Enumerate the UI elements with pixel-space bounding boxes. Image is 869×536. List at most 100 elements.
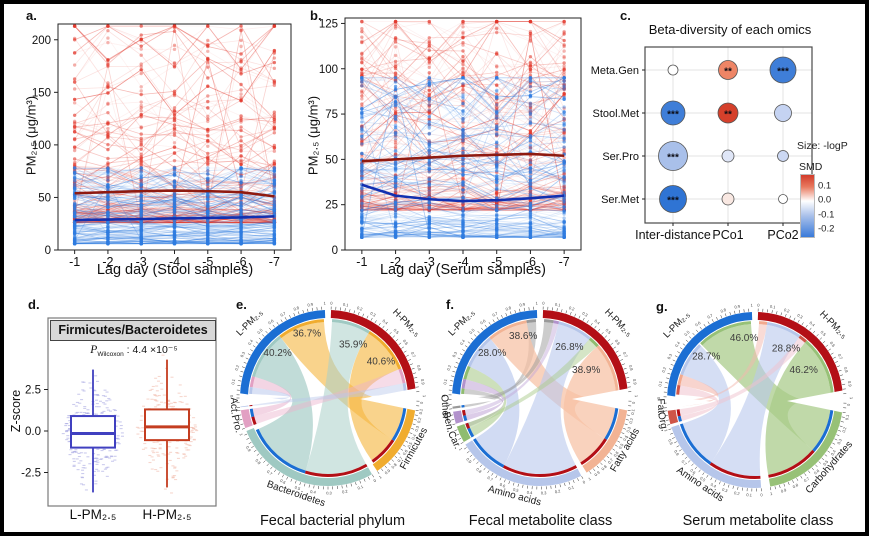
svg-text:0.2: 0.2	[446, 364, 453, 372]
svg-text:0: 0	[419, 401, 424, 404]
svg-text:50: 50	[325, 154, 338, 166]
svg-text:0.9: 0.9	[384, 468, 392, 476]
svg-text:0.6: 0.6	[829, 341, 837, 349]
svg-text:PCo1: PCo1	[712, 228, 743, 242]
svg-text:0.6: 0.6	[499, 482, 507, 489]
svg-text:0.8: 0.8	[628, 364, 635, 372]
svg-text:0.7: 0.7	[622, 351, 629, 359]
svg-text:0.8: 0.8	[600, 463, 608, 471]
panel-d-title: Firmicutes/Bacteroidetes	[50, 320, 216, 341]
svg-text:0: 0	[542, 301, 545, 306]
svg-text:0.6: 0.6	[694, 320, 702, 328]
svg-text:28.8%: 28.8%	[772, 343, 800, 354]
svg-text:0.2: 0.2	[841, 426, 848, 434]
svg-text:0.8: 0.8	[416, 364, 423, 372]
svg-text:0.1: 0.1	[555, 302, 562, 308]
panel-b-y-axis-title: PM₂.₅ (μg/m³)	[305, 95, 321, 176]
svg-text:**: **	[724, 110, 732, 121]
svg-text:40.2%: 40.2%	[263, 348, 291, 359]
svg-text:H-PM₂.₅: H-PM₂.₅	[817, 309, 849, 341]
svg-text:0.1: 0.1	[568, 484, 576, 491]
svg-text:125: 125	[319, 18, 338, 30]
svg-text:28.0%: 28.0%	[478, 348, 506, 359]
svg-text:Ben.: Ben.	[440, 411, 455, 434]
svg-text:0.2: 0.2	[568, 305, 576, 312]
svg-text:0: 0	[441, 394, 446, 397]
svg-text:0.1: 0.1	[844, 413, 850, 420]
panel-c-letter: c.	[620, 8, 631, 23]
svg-text:1: 1	[378, 474, 383, 480]
svg-text:0.9: 0.9	[519, 302, 526, 308]
pvalue-symbol: P	[90, 344, 98, 356]
svg-text:0.7: 0.7	[491, 310, 499, 317]
svg-text:0.1: 0.1	[657, 380, 663, 387]
svg-text:0.3: 0.3	[239, 350, 246, 358]
smd-scale-tick: 0.0	[818, 194, 832, 206]
svg-text:0.9: 0.9	[734, 304, 741, 310]
svg-text:Ser.Met: Ser.Met	[601, 194, 639, 206]
svg-text:0.3: 0.3	[796, 313, 804, 320]
svg-text:0.2: 0.2	[342, 488, 349, 494]
panel-c-color-legend-label: SMD	[799, 161, 823, 173]
svg-text:1: 1	[750, 302, 753, 307]
svg-text:Meta.Gen: Meta.Gen	[591, 65, 639, 77]
svg-text:Inter-distance: Inter-distance	[635, 228, 711, 242]
svg-text:2.5: 2.5	[25, 385, 41, 397]
svg-text:0.5: 0.5	[820, 330, 828, 338]
svg-text:Stool.Met: Stool.Met	[593, 108, 639, 120]
svg-text:0.3: 0.3	[541, 490, 548, 495]
panel-d-pvalue: PWilcoxon : 4.4 ×10⁻⁵	[58, 344, 210, 358]
svg-text:0.5: 0.5	[512, 487, 519, 493]
svg-text:0.2: 0.2	[661, 366, 668, 374]
svg-text:0.1: 0.1	[630, 408, 636, 415]
svg-text:-4: -4	[169, 255, 180, 269]
svg-text:0: 0	[373, 477, 378, 483]
svg-text:0.6: 0.6	[614, 339, 622, 347]
svg-text:75: 75	[325, 109, 338, 121]
svg-text:0.7: 0.7	[410, 351, 417, 359]
panel-c-chart: ** ****** ********Meta.GenStool.MetSer.Pro…	[591, 46, 813, 242]
svg-text:0: 0	[631, 401, 636, 404]
svg-text:0.7: 0.7	[266, 469, 274, 477]
svg-text:0.1: 0.1	[442, 378, 448, 385]
svg-text:0.9: 0.9	[245, 445, 253, 453]
svg-text:1: 1	[323, 300, 326, 305]
svg-text:***: ***	[667, 153, 679, 164]
svg-text:0: 0	[760, 492, 763, 497]
svg-text:38.6%: 38.6%	[509, 331, 537, 342]
svg-text:Act.: Act.	[228, 397, 240, 415]
svg-text:0.2: 0.2	[554, 488, 561, 494]
svg-text:38.9%: 38.9%	[572, 365, 600, 376]
svg-text:0.9: 0.9	[780, 487, 788, 494]
svg-text:**: **	[724, 67, 732, 78]
panel-g-chord-chart: 00.10.20.30.40.50.60.70.80.9 1L-PM₂.₅0 0.1…	[655, 302, 855, 504]
svg-text:0.7: 0.7	[396, 455, 404, 463]
svg-text:-4: -4	[457, 255, 468, 269]
svg-text:100: 100	[319, 64, 338, 76]
svg-text:0: 0	[330, 301, 333, 306]
svg-text:0.8: 0.8	[792, 482, 800, 489]
svg-text:-2: -2	[102, 255, 113, 269]
smd-scale-tick: -0.2	[818, 223, 835, 235]
svg-text:0.9: 0.9	[667, 438, 674, 446]
svg-text:0.4: 0.4	[459, 338, 467, 346]
svg-text:0.9: 0.9	[847, 381, 853, 388]
svg-text:-1: -1	[69, 255, 80, 269]
svg-text:36.7%: 36.7%	[293, 329, 321, 340]
svg-text:0.5: 0.5	[468, 327, 476, 335]
svg-text:0.1: 0.1	[357, 484, 365, 491]
svg-text:0.2: 0.2	[783, 307, 791, 314]
svg-text:1: 1	[587, 476, 592, 482]
svg-text:0.8: 0.8	[390, 462, 398, 470]
panel-d-letter: d.	[28, 297, 40, 312]
svg-text:0.5: 0.5	[699, 475, 707, 483]
svg-text:40.6%: 40.6%	[367, 356, 395, 367]
panel-c-title: Beta-diversity of each omics	[648, 22, 812, 37]
svg-text:0.9: 0.9	[307, 302, 314, 308]
panel-b-letter: b.	[310, 8, 322, 23]
svg-text:0.4: 0.4	[674, 340, 682, 348]
svg-text:0.3: 0.3	[326, 490, 332, 495]
svg-text:0.6: 0.6	[479, 318, 487, 326]
svg-text:***: ***	[667, 110, 679, 121]
svg-text:0.1: 0.1	[746, 492, 753, 497]
